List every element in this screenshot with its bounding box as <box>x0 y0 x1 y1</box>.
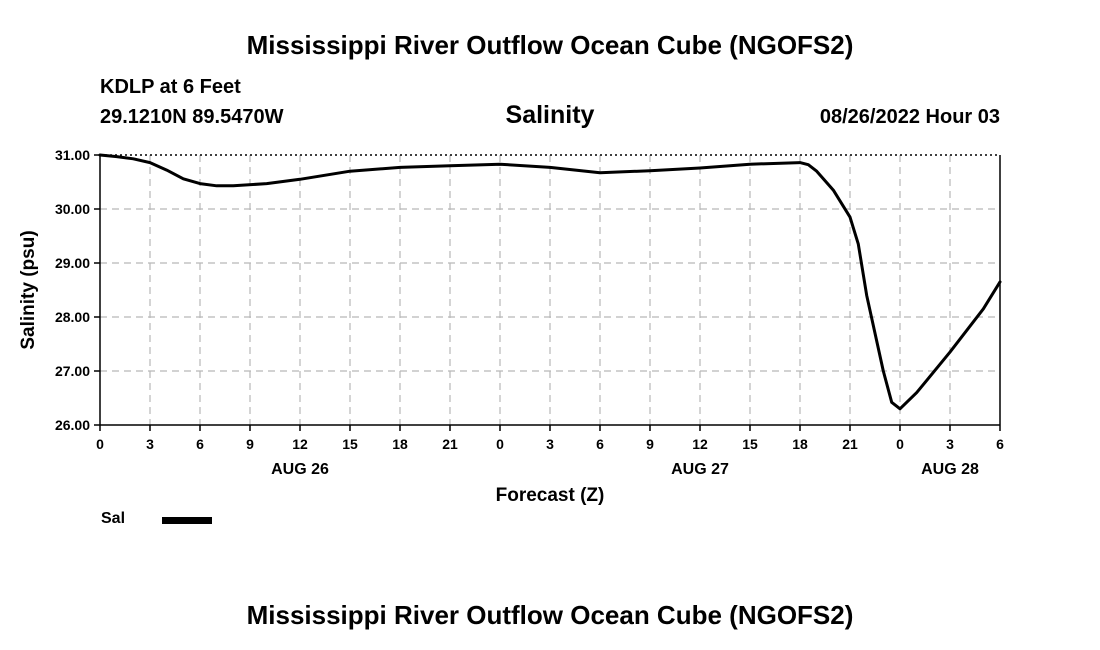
x-tick-label: 18 <box>392 436 408 452</box>
station-coordinates: 29.1210N 89.5470W <box>100 106 284 128</box>
x-tick-label: 3 <box>146 436 154 452</box>
y-tick-label: 28.00 <box>55 309 90 325</box>
x-tick-label: 21 <box>842 436 858 452</box>
x-tick-label: 3 <box>946 436 954 452</box>
x-tick-label: 6 <box>196 436 204 452</box>
x-tick-label: 9 <box>246 436 254 452</box>
x-tick-label: 3 <box>546 436 554 452</box>
panel-title: Salinity <box>505 101 595 129</box>
series-line-sal <box>98 153 1002 411</box>
y-tick-label: 30.00 <box>55 201 90 217</box>
x-tick-label: 0 <box>896 436 904 452</box>
x-tick-label: 9 <box>646 436 654 452</box>
date-label: AUG 28 <box>921 461 979 478</box>
station-label: KDLP at 6 Feet <box>100 76 241 98</box>
x-tick-label: 0 <box>96 436 104 452</box>
date-label: AUG 27 <box>671 461 729 478</box>
x-tick-label: 18 <box>792 436 808 452</box>
x-tick-label: 6 <box>996 436 1004 452</box>
x-tick-label: 12 <box>292 436 308 452</box>
legend-label: Sal <box>101 510 126 527</box>
x-tick-label: 15 <box>742 436 758 452</box>
date-label: AUG 26 <box>271 461 329 478</box>
legend-swatch <box>162 517 212 524</box>
y-tick-label: 27.00 <box>55 363 90 379</box>
y-tick-label: 26.00 <box>55 417 90 433</box>
x-tick-label: 6 <box>596 436 604 452</box>
chart-title-bottom: Mississippi River Outflow Ocean Cube (NG… <box>246 600 854 630</box>
x-axis-label: Forecast (Z) <box>496 485 605 506</box>
x-tick-label: 0 <box>496 436 504 452</box>
forecast-timestamp: 08/26/2022 Hour 03 <box>819 106 1000 128</box>
y-tick-label: 29.00 <box>55 255 90 271</box>
x-tick-label: 21 <box>442 436 458 452</box>
y-axis-label: Salinity (psu) <box>18 230 39 349</box>
x-tick-label: 15 <box>342 436 358 452</box>
y-tick-label: 31.00 <box>55 147 90 163</box>
x-tick-label: 12 <box>692 436 708 452</box>
chart-title-top: Mississippi River Outflow Ocean Cube (NG… <box>246 30 854 60</box>
